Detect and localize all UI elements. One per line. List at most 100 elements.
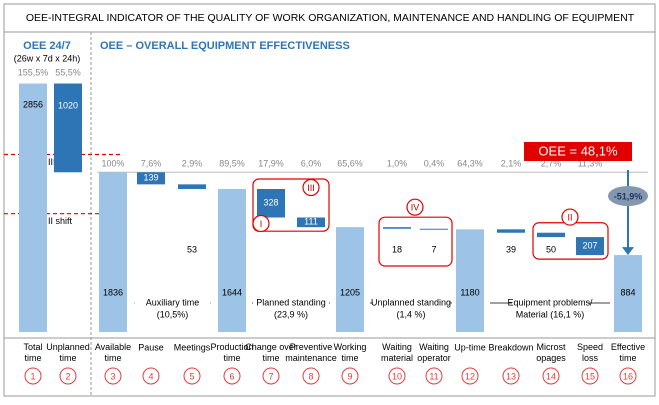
value-label: 1020 xyxy=(58,100,78,110)
category-number: 3 xyxy=(110,371,115,381)
bar xyxy=(383,227,411,229)
category-number: 9 xyxy=(347,371,352,381)
group-label: (10,5%) xyxy=(157,309,189,319)
category-number: 16 xyxy=(623,371,633,381)
number-circle xyxy=(388,367,406,385)
category-label: Production time xyxy=(210,342,253,363)
number-circle xyxy=(425,367,443,385)
marker-circle xyxy=(561,208,579,226)
value-label: 7 xyxy=(431,244,436,254)
value-label: 328 xyxy=(263,198,278,208)
number-circle xyxy=(142,367,160,385)
category-label: Waiting material xyxy=(381,342,413,363)
category-label: Meetings xyxy=(174,342,211,352)
value-label: 53 xyxy=(187,244,197,254)
bar xyxy=(137,172,165,185)
value-label: 139 xyxy=(143,173,158,183)
bar xyxy=(54,83,82,173)
percent-label: 11,3% xyxy=(578,158,603,168)
value-label: 1836 xyxy=(103,287,123,297)
category-label: Unplanned time xyxy=(46,342,90,363)
bar xyxy=(19,83,47,332)
marker-circle xyxy=(406,198,424,216)
bar xyxy=(420,228,448,230)
percent-label: 17,9% xyxy=(258,158,284,168)
category-number: 4 xyxy=(148,371,153,381)
percent-label: 2,1% xyxy=(501,158,522,168)
value-label: 50 xyxy=(546,244,556,254)
percent-label: 6,0% xyxy=(301,158,322,168)
loss-ellipse xyxy=(608,186,648,206)
percent-label: 155,5% xyxy=(18,67,49,77)
category-number: 13 xyxy=(506,371,516,381)
loss-label: -51,9% xyxy=(614,191,643,201)
reference-label: 2040 - III shift xyxy=(20,157,75,167)
oee-box xyxy=(524,142,632,161)
category-label: Speed loss xyxy=(577,342,603,363)
category-number: 6 xyxy=(229,371,234,381)
percent-label: 0,4% xyxy=(424,158,445,168)
group-label: Equipment problems/ xyxy=(507,297,593,307)
category-number: 5 xyxy=(189,371,194,381)
percent-label: 2,7% xyxy=(541,158,562,168)
value-label: 1180 xyxy=(460,287,479,297)
bar xyxy=(537,232,565,238)
category-number: 1 xyxy=(30,371,35,381)
category-number: 7 xyxy=(268,371,273,381)
category-label: Working time xyxy=(334,342,367,363)
number-circle xyxy=(619,367,637,385)
number-circle xyxy=(262,367,280,385)
category-label: Preventive maintenance xyxy=(285,342,337,363)
category-label: Microst opages xyxy=(536,342,566,363)
value-label: 207 xyxy=(582,240,597,250)
marker-circle xyxy=(252,214,270,233)
percent-label: 100% xyxy=(101,158,124,168)
category-label: Change over time xyxy=(245,342,297,363)
left-title: OEE 24/7 xyxy=(23,40,71,52)
value-label: 1205 xyxy=(340,287,360,297)
group-label: (23,9 %) xyxy=(274,309,308,319)
number-circle xyxy=(302,367,320,385)
category-label: Effective time xyxy=(611,342,645,363)
value-label: 39 xyxy=(506,244,516,254)
value-label: 1644 xyxy=(222,287,242,297)
number-circle xyxy=(581,367,599,385)
marker-label: II xyxy=(567,212,572,222)
main-title: OEE – OVERALL EQUIPMENT EFFECTIVENESS xyxy=(100,40,350,52)
oee-label: OEE = 48,1% xyxy=(538,143,618,158)
number-circle xyxy=(542,367,560,385)
bar xyxy=(614,255,642,332)
category-number: 2 xyxy=(65,371,70,381)
chart-title: OEE-INTEGRAL INDICATOR OF THE QUALITY OF… xyxy=(26,12,635,24)
percent-label: 1,0% xyxy=(387,158,408,168)
number-circle xyxy=(502,367,520,385)
bar xyxy=(497,229,525,233)
group-label: Material (16,1 %) xyxy=(516,309,585,319)
number-circle xyxy=(24,367,42,385)
number-circle xyxy=(183,367,201,385)
number-circle xyxy=(461,367,479,385)
bar xyxy=(257,188,285,218)
marker-label: I xyxy=(260,219,263,229)
category-label: Available time xyxy=(95,342,131,363)
bar xyxy=(576,237,604,256)
bar xyxy=(178,184,206,189)
bar xyxy=(99,172,127,332)
category-label: Up-time xyxy=(454,342,486,352)
category-number: 10 xyxy=(392,371,402,381)
loss-arrowhead xyxy=(622,247,634,256)
marker-label: III xyxy=(307,183,315,193)
percent-label: 65,6% xyxy=(337,158,363,168)
number-circle xyxy=(59,367,77,385)
marker-circle xyxy=(302,178,320,197)
group-label: Unplanned standing xyxy=(371,297,451,307)
bar xyxy=(456,229,484,332)
percent-label: 7,6% xyxy=(141,158,162,168)
value-label: 18 xyxy=(392,244,402,254)
category-number: 14 xyxy=(546,371,556,381)
category-label: Total time xyxy=(23,342,42,363)
left-subtitle: (26w x 7d x 24h) xyxy=(14,53,81,63)
number-circle xyxy=(341,367,359,385)
bar xyxy=(336,227,364,332)
